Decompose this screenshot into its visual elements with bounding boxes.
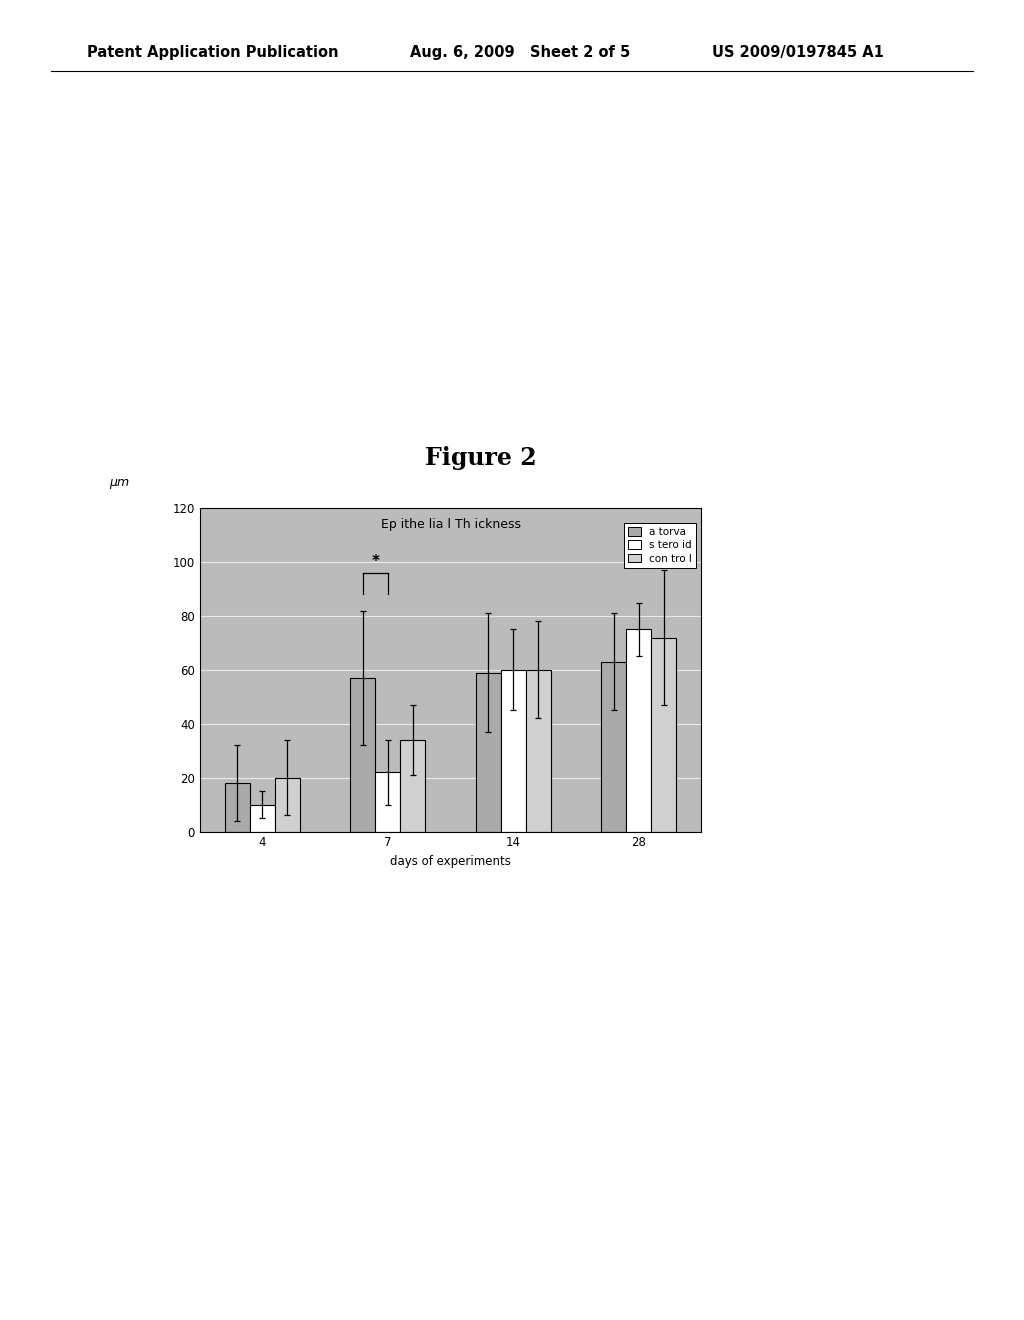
Text: *: * xyxy=(372,554,379,569)
X-axis label: days of experiments: days of experiments xyxy=(390,855,511,869)
Bar xyxy=(376,772,400,832)
Bar xyxy=(651,638,677,832)
Bar xyxy=(601,661,627,832)
Text: Patent Application Publication: Patent Application Publication xyxy=(87,45,339,61)
Bar xyxy=(526,671,551,832)
Text: Ep ithe lia l Th ickness: Ep ithe lia l Th ickness xyxy=(381,517,520,531)
Text: Aug. 6, 2009   Sheet 2 of 5: Aug. 6, 2009 Sheet 2 of 5 xyxy=(410,45,630,61)
Bar xyxy=(501,671,526,832)
Bar xyxy=(627,630,651,832)
Bar xyxy=(250,805,274,832)
Bar xyxy=(400,741,426,832)
Bar xyxy=(274,777,300,832)
Text: Figure 2: Figure 2 xyxy=(425,446,538,470)
Bar xyxy=(475,673,501,832)
Text: US 2009/0197845 A1: US 2009/0197845 A1 xyxy=(712,45,884,61)
Bar xyxy=(225,783,250,832)
Text: μm: μm xyxy=(110,475,129,488)
Legend: a torva, s tero id, con tro l: a torva, s tero id, con tro l xyxy=(625,523,696,568)
Bar xyxy=(350,678,376,832)
